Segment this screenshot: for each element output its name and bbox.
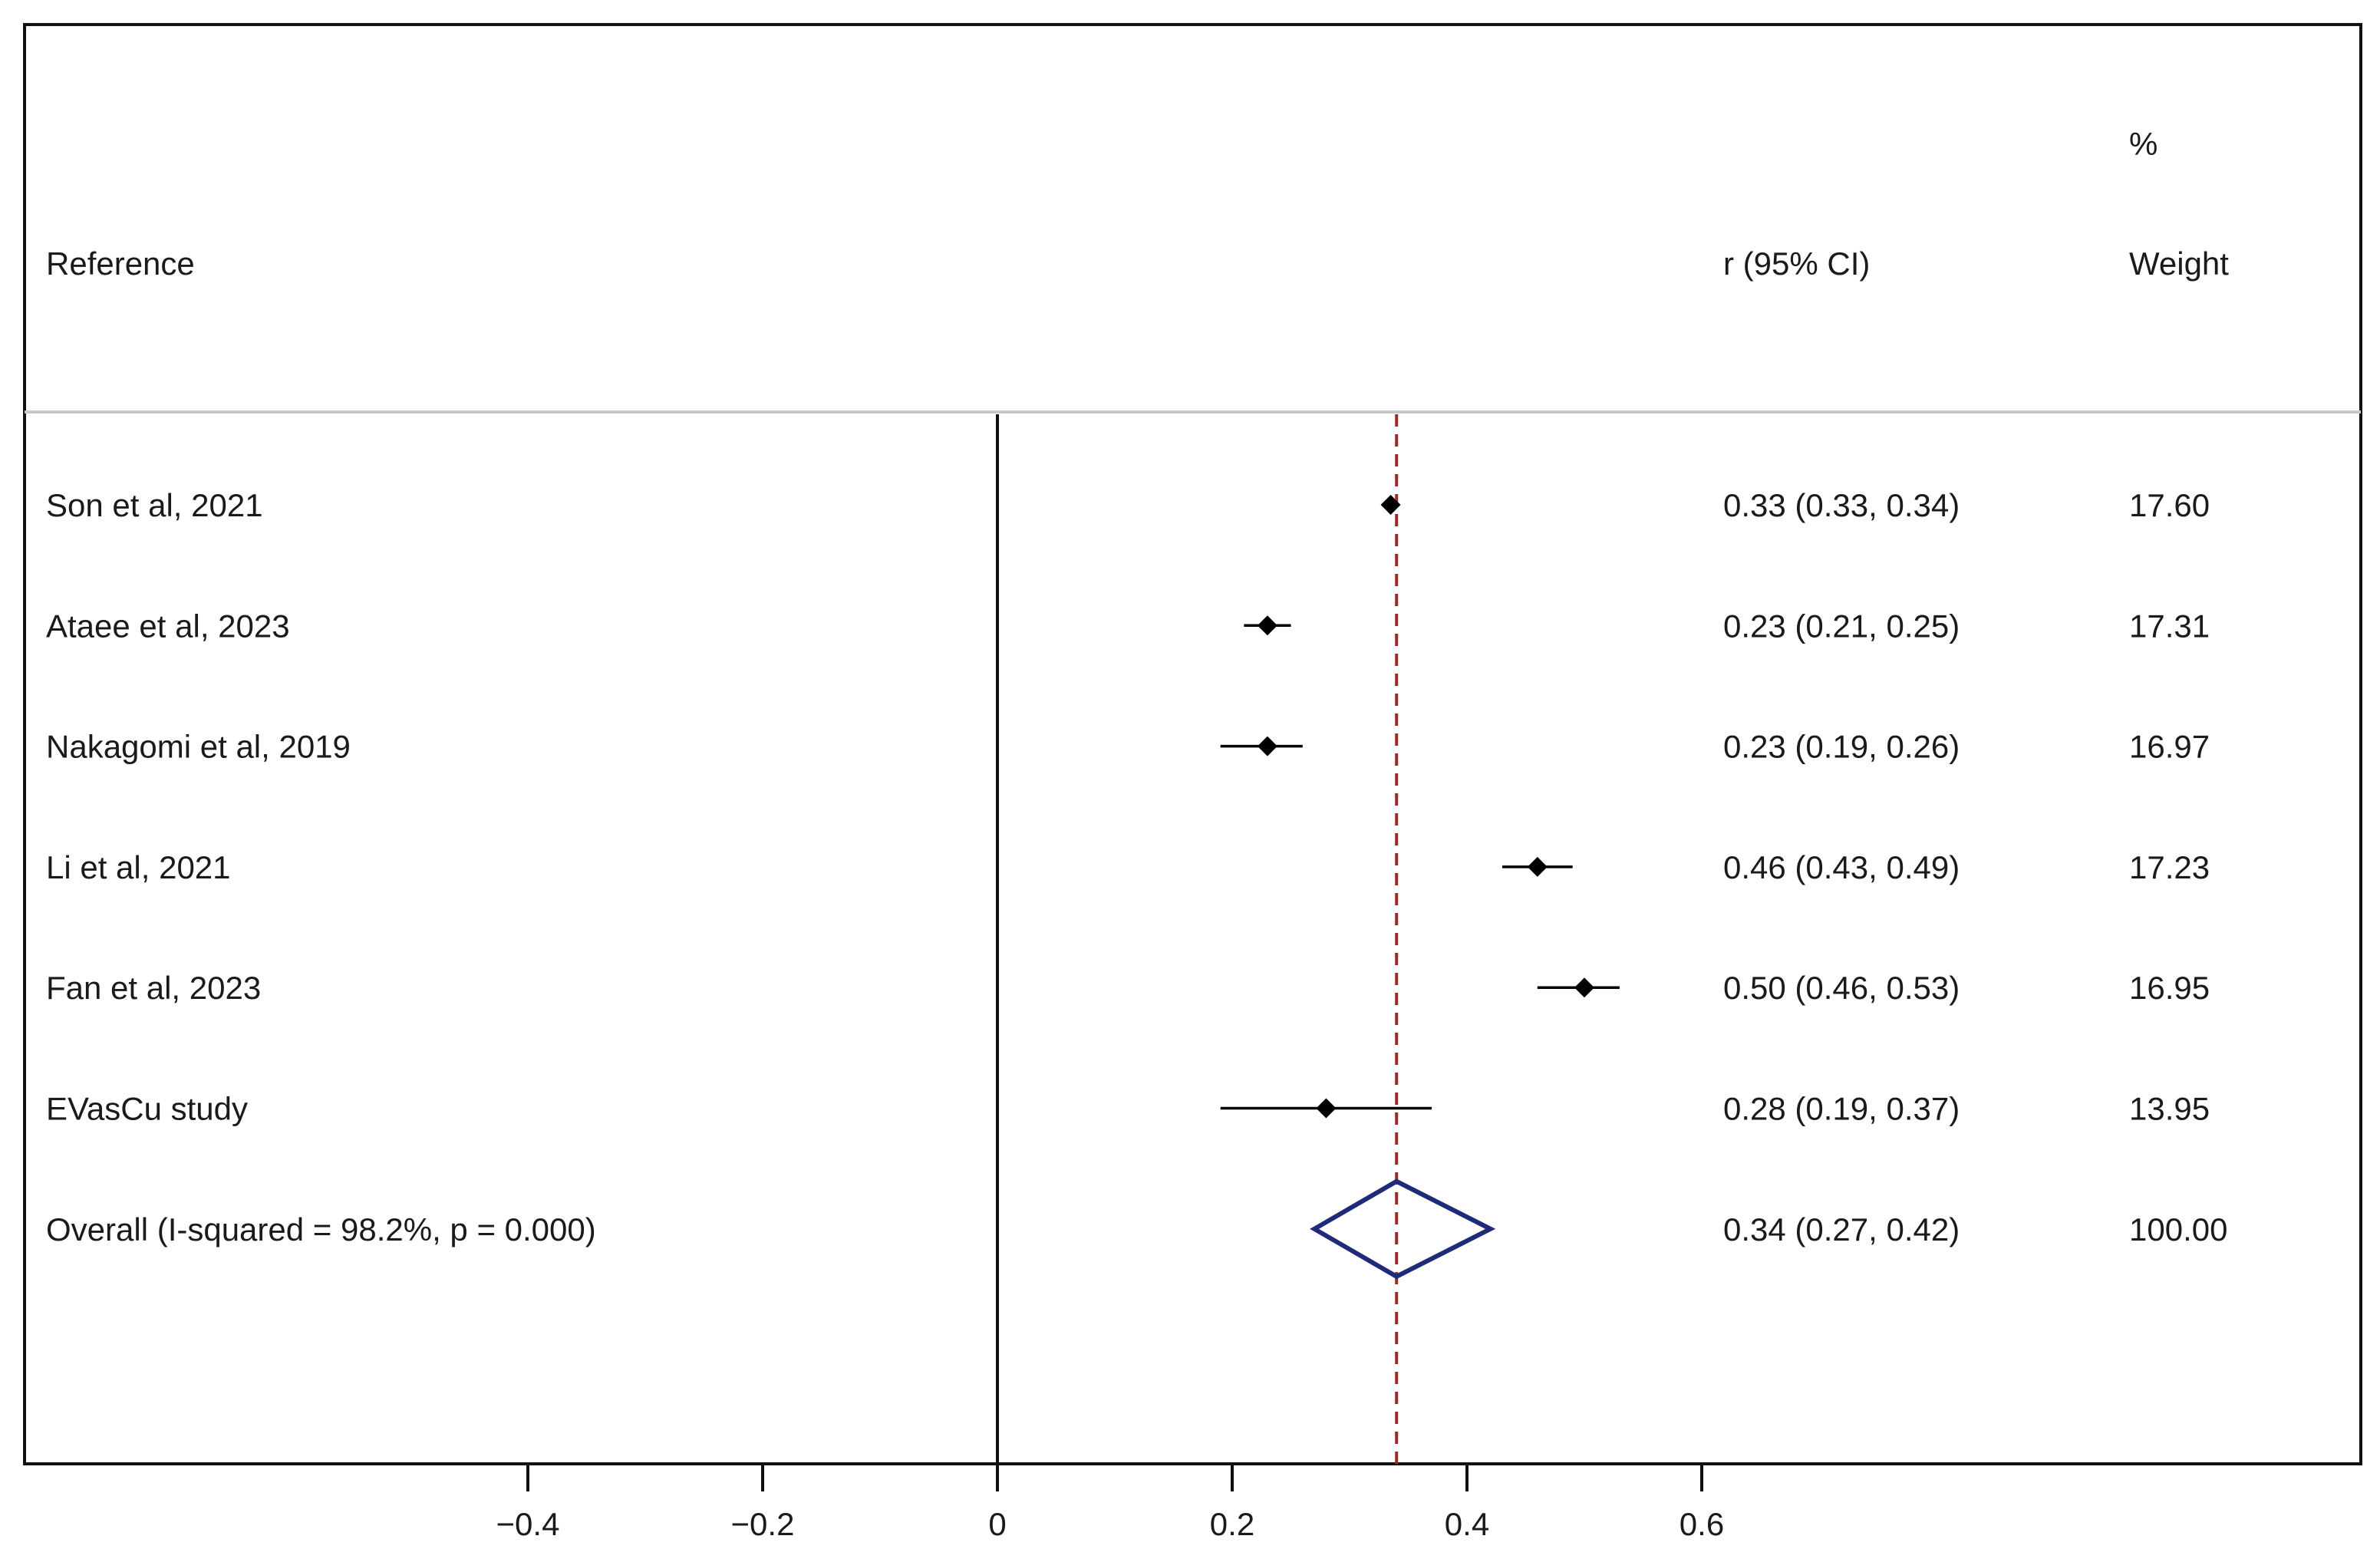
effect-header: r (95% CI) [1723,246,1870,282]
study-weight: 17.31 [2129,608,2210,644]
study-ci-text: 0.23 (0.21, 0.25) [1723,608,1960,644]
overall-diamond [1310,1178,1496,1280]
study-label: Li et al, 2021 [46,849,231,885]
weight-header-percent: % [2129,126,2157,162]
overall-label: Overall (I-squared = 98.2%, p = 0.000) [46,1211,596,1247]
study-point-marker [1257,736,1277,756]
study-label: Ataee et al, 2023 [46,608,290,644]
x-axis-tick-label: −0.4 [496,1506,560,1542]
study-ci-text: 0.23 (0.19, 0.26) [1723,729,1960,765]
study-weight: 16.95 [2129,970,2210,1006]
study-point-marker [1257,615,1277,636]
study-label: EVasCu study [46,1091,248,1127]
study-ci-text: 0.33 (0.33, 0.34) [1723,487,1960,523]
study-ci-text: 0.46 (0.43, 0.49) [1723,849,1960,885]
x-axis-tick-label: 0.4 [1445,1506,1489,1542]
x-axis-tick-label: 0.2 [1210,1506,1254,1542]
study-weight: 17.60 [2129,487,2210,523]
x-axis-tick-label: −0.2 [731,1506,795,1542]
study-point-marker [1527,856,1548,877]
plot-frame [23,23,2362,1465]
study-point-marker [1574,977,1594,998]
x-axis-tick-label: 0.6 [1680,1506,1724,1542]
study-ci-text: 0.50 (0.46, 0.53) [1723,970,1960,1006]
study-label: Son et al, 2021 [46,487,263,523]
overall-ci-text: 0.34 (0.27, 0.42) [1723,1211,1960,1247]
study-ci-text: 0.28 (0.19, 0.37) [1723,1091,1960,1127]
reference-header: Reference [46,246,195,282]
study-point-marker [1316,1098,1337,1119]
weight-header-label: Weight [2129,246,2229,282]
x-axis-tick-label: 0 [988,1506,1006,1542]
study-weight: 13.95 [2129,1091,2210,1127]
overall-weight: 100.00 [2129,1211,2227,1247]
study-label: Nakagomi et al, 2019 [46,729,351,765]
study-label: Fan et al, 2023 [46,970,261,1006]
study-weight: 17.23 [2129,849,2210,885]
study-point-marker [1380,495,1401,515]
study-weight: 16.97 [2129,729,2210,765]
